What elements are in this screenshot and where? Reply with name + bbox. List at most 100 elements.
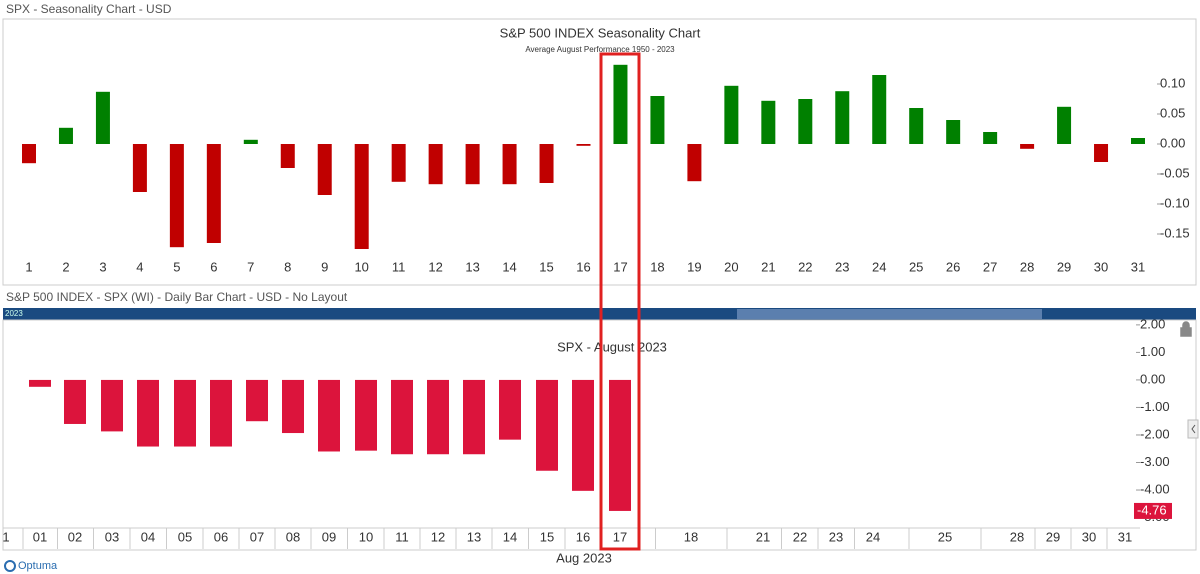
x-tick-label: 10 (354, 259, 368, 274)
chart-title: SPX - August 2023 (557, 339, 667, 354)
x-tick-label: 4 (136, 259, 143, 274)
bar (101, 379, 123, 432)
x-tick-label: 01 (33, 529, 47, 544)
x-tick-label: 31 (1131, 259, 1145, 274)
x-tick-label: 24 (872, 259, 886, 274)
bar (463, 379, 485, 455)
bar (206, 144, 221, 243)
brand-icon (4, 560, 16, 572)
bar (835, 91, 850, 144)
x-tick-label: 28 (1010, 529, 1024, 544)
bar (64, 379, 86, 424)
bar (132, 144, 147, 192)
x-tick-label: 25 (938, 529, 952, 544)
collapse-arrow (1191, 424, 1196, 434)
y-tick-label: -0.15 (1160, 225, 1190, 240)
bar (95, 91, 110, 144)
x-tick-label: 16 (576, 259, 590, 274)
y-tick-label: -2.00 (1140, 426, 1170, 441)
bar (983, 132, 998, 144)
y-tick-label: -1.00 (1140, 399, 1170, 414)
panel-header: SPX - Seasonality Chart - USD (6, 2, 172, 16)
bar (58, 127, 73, 144)
x-tick-label: 17 (613, 259, 627, 274)
bar (1131, 138, 1145, 144)
last-value-label: -4.76 (1137, 502, 1167, 517)
x-tick-label: 14 (503, 529, 517, 544)
bar (282, 379, 304, 434)
bar (613, 64, 628, 144)
bar (536, 379, 558, 471)
bar (317, 144, 332, 195)
bar (650, 96, 665, 144)
x-tick-label: 30 (1094, 259, 1108, 274)
y-tick-label: -0.10 (1160, 195, 1190, 210)
x-tick-label: 10 (359, 529, 373, 544)
x-tick-label: 14 (502, 259, 516, 274)
x-tick-label: 13 (467, 529, 481, 544)
x-tick-label: 22 (793, 529, 807, 544)
y-tick-label: -3.00 (1140, 454, 1170, 469)
x-tick-label: 9 (321, 259, 328, 274)
x-tick-label: 20 (724, 259, 738, 274)
bar (355, 379, 377, 451)
x-tick-label: 03 (105, 529, 119, 544)
bar (280, 144, 295, 168)
x-tick-label: 23 (835, 259, 849, 274)
bar (1057, 106, 1072, 144)
bar (29, 379, 51, 387)
bar (499, 379, 521, 440)
last-value-box (1134, 502, 1172, 519)
x-tick-label: 5 (173, 259, 180, 274)
x-tick-label: 25 (909, 259, 923, 274)
bar (687, 144, 702, 182)
x-tick-label: 27 (983, 259, 997, 274)
x-tick-label: 17 (613, 529, 627, 544)
bar (210, 379, 232, 447)
x-tick-label: 31 (1118, 529, 1132, 544)
x-tick-label: 15 (540, 529, 554, 544)
x-tick-label: 04 (141, 529, 155, 544)
bar (539, 144, 554, 183)
bar (572, 379, 594, 491)
y-tick-label: -0.05 (1160, 165, 1190, 180)
bar (427, 379, 449, 455)
panel-header: S&P 500 INDEX - SPX (WI) - Daily Bar Cha… (6, 290, 348, 304)
bar (318, 379, 340, 452)
bar (174, 379, 196, 447)
x-tick-label: 08 (286, 529, 300, 544)
x-tick-label: 02 (68, 529, 82, 544)
bar (243, 139, 258, 144)
lock-icon-shape (1180, 321, 1192, 337)
y-tick-label: 0.00 (1140, 371, 1165, 386)
chart-title: S&P 500 INDEX Seasonality Chart (500, 25, 701, 40)
x-tick-label: 1 (2, 529, 9, 544)
x-tick-label: 21 (756, 529, 770, 544)
bar (354, 144, 369, 249)
x-tick-label: 8 (284, 259, 291, 274)
bar (22, 144, 36, 164)
bar (465, 144, 480, 185)
bar (946, 120, 961, 144)
x-tick-label: 30 (1082, 529, 1096, 544)
x-tick-label: 18 (650, 259, 664, 274)
x-axis-label: Aug 2023 (556, 550, 612, 565)
bar (428, 144, 443, 185)
highlight-box (599, 52, 641, 551)
x-tick-label: 7 (247, 259, 254, 274)
bar (169, 144, 184, 248)
x-tick-label: 06 (214, 529, 228, 544)
brand: Optuma (18, 560, 58, 572)
bar (1020, 144, 1035, 149)
bar (872, 75, 887, 144)
collapse-button[interactable] (1187, 419, 1199, 439)
x-tick-label: 2 (62, 259, 69, 274)
x-tick-label: 22 (798, 259, 812, 274)
x-tick-label: 29 (1057, 259, 1071, 274)
chart-subtitle: Average August Performance 1950 - 2023 (525, 45, 675, 54)
y-tick-label: 0.10 (1160, 75, 1185, 90)
x-tick-label: 6 (210, 259, 217, 274)
y-tick-label: -4.00 (1140, 481, 1170, 496)
navigator-window[interactable] (737, 309, 1042, 319)
